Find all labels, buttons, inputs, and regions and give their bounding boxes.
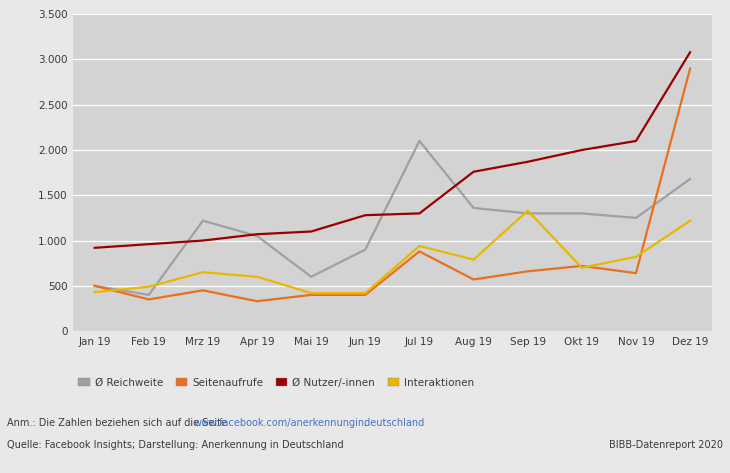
Text: Quelle: Facebook Insights; Darstellung: Anerkennung in Deutschland: Quelle: Facebook Insights; Darstellung: … [7,440,344,450]
Text: Anm.: Die Zahlen beziehen sich auf die Seite: Anm.: Die Zahlen beziehen sich auf die S… [7,418,231,428]
Legend: Ø Reichweite, Seitenaufrufe, Ø Nutzer/-innen, Interaktionen: Ø Reichweite, Seitenaufrufe, Ø Nutzer/-i… [78,377,475,387]
Text: BIBB-Datenreport 2020: BIBB-Datenreport 2020 [609,440,723,450]
Text: .: . [364,418,367,428]
Text: www.facebook.com/anerkennungindeutschland: www.facebook.com/anerkennungindeutschlan… [194,418,426,428]
